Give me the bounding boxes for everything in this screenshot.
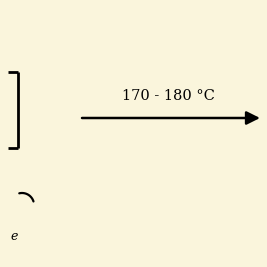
Text: 170 - 180 °C: 170 - 180 °C: [121, 89, 214, 103]
Text: e: e: [10, 230, 17, 243]
